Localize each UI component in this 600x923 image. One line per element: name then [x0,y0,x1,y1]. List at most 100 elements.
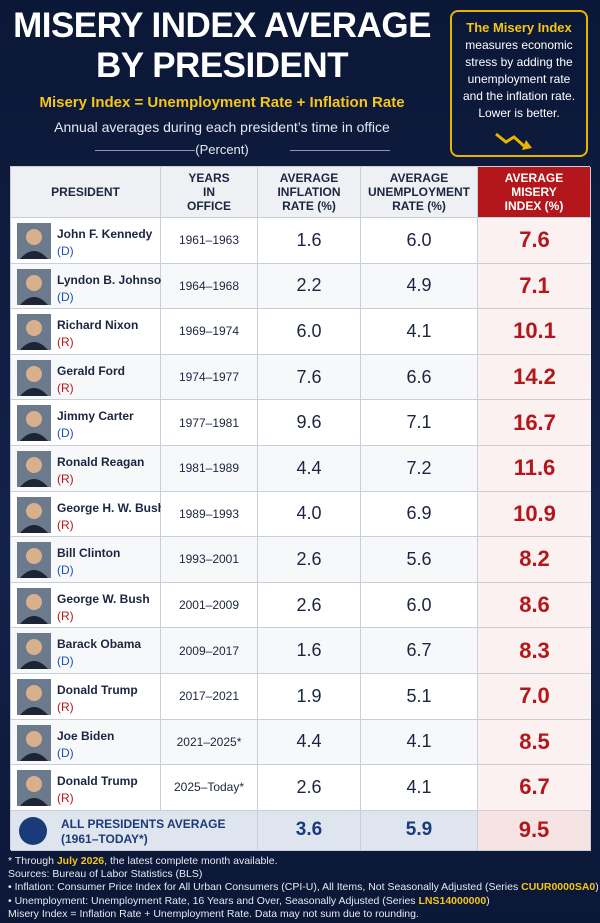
misery-index: 8.6 [478,582,591,629]
suit [20,342,48,351]
inflation: 1.9 [258,674,361,720]
portrait [17,770,51,807]
unemployment: 6.0 [361,582,478,629]
title-line: MISERY INDEX AVERAGE [13,6,431,45]
subtitle: Annual averages during each president’s … [54,119,390,135]
years: 1977–1981 [161,400,258,446]
portrait [17,633,51,670]
suit [20,707,48,715]
head [26,274,42,291]
footnote-text: • Inflation: Consumer Price Index for Al… [8,881,522,894]
president-cell: John F. Kennedy (D) [11,218,161,264]
suit [20,433,48,442]
suit [20,296,48,305]
president-name: Barack Obama [57,637,142,652]
footnote: Sources: Bureau of Labor Statistics (BLS… [8,868,598,880]
years: 2001–2009 [161,582,258,629]
misery-index: 8.2 [478,537,591,583]
head [26,730,42,747]
years: 2017–2021 [161,674,258,720]
misery-index: 14.2 [478,354,591,401]
head [26,502,42,519]
callout-title: The Misery Index [466,20,572,35]
suit [20,387,48,396]
president-name: Ronald Reagan [57,455,145,469]
misery-index: 10.9 [478,491,591,538]
footnote-text: Misery Index = Inflation Rate + Unemploy… [8,907,419,920]
suit [20,251,48,259]
suit [20,524,48,533]
misery-index: 8.3 [478,628,591,674]
footnote-text: ) [486,894,490,907]
unemployment: 6.6 [361,354,478,401]
years: 1969–1974 [161,309,258,355]
footnote-text: Sources: Bureau of Labor Statistics (BLS… [8,868,203,881]
party: (R) [57,335,74,350]
president-name: Gerald Ford [57,363,126,378]
trend-arrow [495,132,532,150]
misery-index: 7.6 [478,218,591,264]
footnote-highlight: LNS14000000 [418,894,487,907]
footnote: • Inflation: Consumer Price Index for Al… [8,881,598,893]
average-label-cell: ALL PRESIDENTS AVERAGE (1961–TODAY*) [11,810,258,851]
president-cell: Donald Trump (R) [11,674,161,720]
misery-index: 8.5 [478,719,591,766]
inflation: 4.0 [258,491,361,538]
column-header: AVERAGE UNEMPLOYMENT RATE (%) [361,167,478,218]
party: (D) [57,289,74,304]
head [26,457,42,473]
years: 2021–2025* [161,719,258,766]
head [26,365,42,382]
president-cell: Donald Trump (R) [11,765,161,811]
president-cell: George W. Bush (R) [11,582,161,629]
party: (R) [57,700,74,714]
unemployment: 6.7 [361,628,478,674]
head [26,548,42,565]
suit [20,661,48,670]
inflation: 9.6 [258,400,361,446]
inflation: 6.0 [258,309,361,355]
footnote: * Through July 2026, the latest complete… [8,855,598,867]
president-cell: Lyndon B. Johnson (D) [11,263,169,310]
portrait [17,496,51,533]
unemployment: 5.1 [361,674,478,720]
misery-index: 7.0 [478,674,591,720]
unemployment: 4.1 [361,765,478,811]
suit [20,798,48,807]
suit [20,752,48,761]
footnote-highlight: CUUR0000SA0 [521,881,596,894]
party: (R) [57,608,74,623]
portrait [17,542,51,579]
portrait [17,724,51,761]
inflation: 2.6 [258,765,361,811]
arrow-line [495,132,526,148]
president-name: Lyndon B. Johnson [57,272,169,287]
president-name: Donald Trump [57,683,138,697]
party: (R) [57,380,74,395]
head [26,411,42,428]
inflation: 7.6 [258,354,361,401]
portrait [17,268,51,305]
inflation: 4.4 [258,719,361,766]
suit [20,479,48,487]
president-cell: Richard Nixon (R) [11,309,161,355]
unemployment: 5.6 [361,537,478,583]
president-cell: Barack Obama (D) [11,628,161,674]
president-name: Bill Clinton [57,546,121,561]
misery-index: 11.6 [478,446,591,492]
misery-index: 7.1 [478,263,591,310]
callout-text: measures economic stress by adding the u… [462,38,576,120]
inflation: 1.6 [258,628,361,674]
column-header: PRESIDENT [11,167,161,218]
misery-index: 10.1 [478,309,591,355]
unemployment: 6.0 [361,218,478,264]
years: 1961–1963 [161,218,258,264]
president-cell: Gerald Ford (R) [11,354,161,401]
unemployment: 4.1 [361,309,478,355]
suit [20,570,48,579]
portrait [17,223,51,259]
title-line: BY PRESIDENT [95,46,349,85]
footnote: • Unemployment: Unemployment Rate, 16 Ye… [8,895,598,907]
rule [290,150,390,151]
inflation: 2.2 [258,263,361,310]
